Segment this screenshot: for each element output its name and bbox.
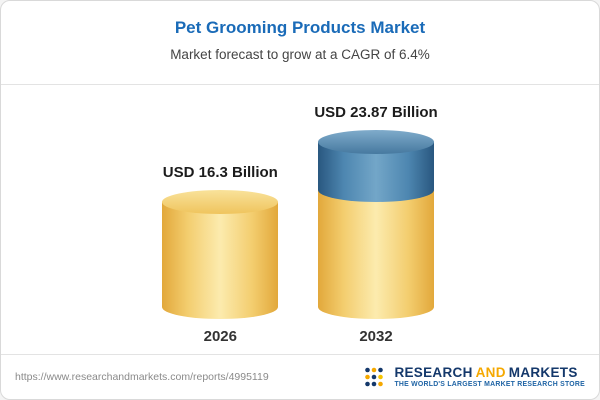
bar-category-label: 2032 — [359, 328, 393, 345]
bar-segment-growth — [318, 130, 434, 203]
chart-title: Pet Grooming Products Market — [174, 18, 426, 37]
logo-dots-icon — [365, 367, 384, 387]
logo-word-markets: MARKETS — [508, 365, 578, 381]
bar-group-2032: USD 23.87 Billion 2032 — [314, 104, 437, 348]
chart-subtitle: Market forecast to grow at a CAGR of 6.4… — [170, 47, 430, 62]
logo-word-research: RESEARCH — [394, 365, 473, 381]
report-url-link[interactable]: https://www.researchandmarkets.com/repor… — [15, 371, 269, 383]
bar-segment-base — [318, 190, 434, 319]
bar-cylinder-2026 — [162, 190, 279, 319]
bar-value-label: USD 16.3 Billion — [162, 164, 278, 182]
chart-header: Pet Grooming Products Market Market fore… — [1, 1, 599, 84]
research-and-markets-logo[interactable]: RESEARCH AND MARKETS THE WORLD'S LARGEST M… — [363, 365, 585, 389]
header-divider — [1, 84, 599, 85]
footer: https://www.researchandmarkets.com/repor… — [1, 355, 599, 399]
logo-tagline: THE WORLD'S LARGEST MARKET RESEARCH STOR… — [394, 380, 585, 388]
cylinder-top-cap — [162, 190, 279, 215]
logo-text: RESEARCH AND MARKETS THE WORLD'S LARGEST M… — [394, 365, 585, 388]
cylinder-base-body — [318, 190, 434, 319]
cylinder-top-cap — [318, 130, 434, 155]
chart-plot-area: USD 16.3 Billion 2026 USD 23.87 Billion — [1, 85, 599, 354]
logo-wordmark: RESEARCH AND MARKETS — [394, 365, 577, 381]
bar-value-label: USD 23.87 Billion — [314, 104, 438, 122]
footer-divider — [1, 354, 599, 355]
bar-cylinder-2032 — [318, 130, 434, 319]
bar-category-label: 2026 — [203, 328, 237, 345]
logo-word-and: AND — [475, 365, 506, 381]
bar-segment-base — [162, 190, 279, 319]
bar-group-2026: USD 16.3 Billion 2026 — [162, 164, 279, 348]
cylinder-base-body — [162, 202, 279, 319]
